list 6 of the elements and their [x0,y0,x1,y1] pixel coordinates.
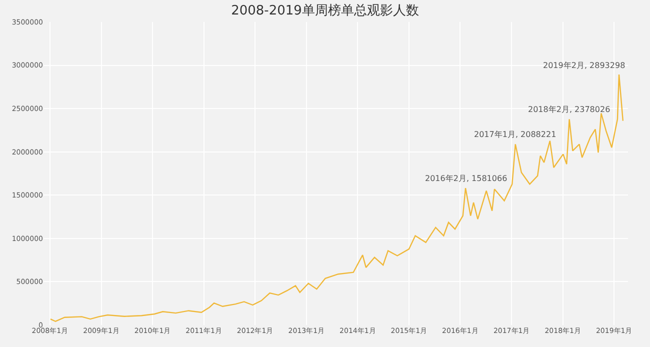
chart-title: 2008-2019单周榜单总观影人数 [231,3,419,18]
line-series [50,74,624,322]
annotation: 2018年2月, 2378026 [528,105,610,114]
annotation: 2017年1月, 2088221 [474,130,556,139]
annotation: 2019年2月, 2893298 [543,61,626,70]
annotation: 2016年2月, 1581066 [425,174,508,183]
